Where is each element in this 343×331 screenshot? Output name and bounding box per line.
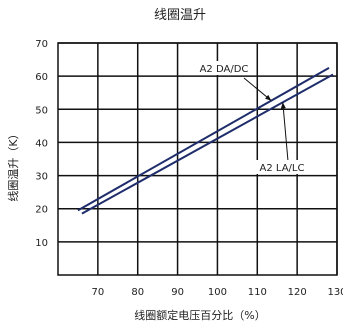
series-line xyxy=(77,66,330,212)
annotation-arrowhead xyxy=(280,102,286,109)
y-axis-ticks: 10 20 30 40 50 60 70 xyxy=(35,39,48,249)
chart-series xyxy=(77,66,334,215)
y-tick-label: 60 xyxy=(35,72,48,83)
y-tick-label: 40 xyxy=(35,138,48,149)
annotation-label: A2 DA/DC xyxy=(200,64,249,75)
plot-frame xyxy=(57,42,338,276)
annotation-label: A2 LA/LC xyxy=(260,163,305,174)
x-tick-label: 70 xyxy=(91,287,104,298)
chart-grid xyxy=(58,42,338,275)
x-tick-label: 110 xyxy=(248,287,267,298)
x-tick-label: 80 xyxy=(131,287,144,298)
chart-title: 线圈温升 xyxy=(154,8,206,23)
annotation-bg xyxy=(251,160,313,174)
x-tick-label: 120 xyxy=(288,287,307,298)
annotation-arrowhead xyxy=(265,94,272,101)
annotation-bg xyxy=(196,61,252,75)
y-tick-label: 70 xyxy=(35,39,48,50)
x-axis-label: 线圈额定电压百分比（%） xyxy=(134,308,265,322)
y-tick-label: 20 xyxy=(35,205,48,216)
x-tick-label: 130 xyxy=(327,287,343,298)
annotation-leader xyxy=(282,102,289,162)
chart-annotations: A2 DA/DC A2 LA/LC xyxy=(196,61,313,174)
x-axis-ticks: 70 80 90 100 110 120 130 xyxy=(91,287,343,298)
y-tick-label: 10 xyxy=(35,238,48,249)
x-tick-label: 100 xyxy=(208,287,227,298)
y-axis-label: 线圈温升（K） xyxy=(6,128,20,201)
y-tick-label: 50 xyxy=(35,105,48,116)
y-tick-label: 30 xyxy=(35,172,48,183)
x-tick-label: 90 xyxy=(171,287,184,298)
series-line xyxy=(81,73,334,215)
